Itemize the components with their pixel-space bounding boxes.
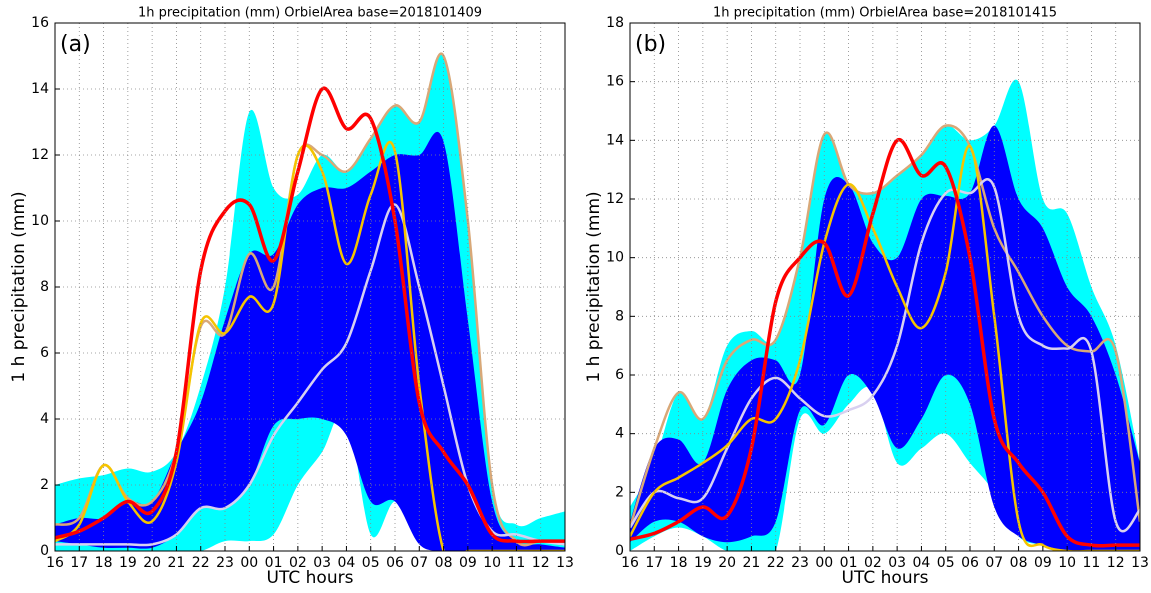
- x-tick-label: 03: [313, 555, 331, 571]
- x-tick-label: 21: [168, 555, 186, 571]
- x-tick-label: 13: [556, 555, 574, 571]
- x-tick-label: 16: [46, 555, 64, 571]
- x-tick-label: 19: [694, 555, 712, 571]
- y-axis-label: 1 h precipitation (mm): [9, 191, 29, 382]
- y-tick-label: 14: [606, 132, 624, 148]
- x-tick-label: 17: [70, 555, 88, 571]
- y-tick-label: 12: [606, 191, 624, 207]
- x-tick-label: 06: [386, 555, 404, 571]
- chart-title: 1h precipitation (mm) OrbielArea base=20…: [713, 6, 1057, 21]
- x-tick-label: 03: [888, 555, 906, 571]
- x-tick-label: 22: [192, 555, 210, 571]
- x-tick-label: 18: [95, 555, 113, 571]
- annotation: (a): [60, 32, 91, 57]
- x-tick-label: 02: [864, 555, 882, 571]
- x-tick-label: 07: [410, 555, 428, 571]
- x-tick-label: 07: [985, 555, 1003, 571]
- plot-frame: [54, 22, 566, 552]
- x-tick-label: 04: [913, 555, 931, 571]
- x-tick-label: 01: [265, 555, 283, 571]
- y-tick-label: 0: [615, 543, 624, 559]
- x-tick-label: 08: [435, 555, 453, 571]
- y-tick-label: 18: [606, 15, 624, 31]
- x-tick-label: 21: [743, 555, 761, 571]
- x-tick-label: 22: [767, 555, 785, 571]
- x-tick-label: 06: [961, 555, 979, 571]
- plot-frame: [629, 22, 1141, 552]
- x-tick-label: 08: [1010, 555, 1028, 571]
- x-tick-label: 05: [362, 555, 380, 571]
- x-tick-label: 20: [143, 555, 161, 571]
- x-axis-label: UTC hours: [842, 568, 929, 588]
- y-tick-label: 6: [615, 367, 624, 383]
- y-axis-label: 1 h precipitation (mm): [584, 191, 604, 382]
- x-tick-label: 09: [1034, 555, 1052, 571]
- x-tick-label: 17: [645, 555, 663, 571]
- x-tick-label: 13: [1131, 555, 1149, 571]
- y-tick-label: 4: [615, 426, 624, 442]
- x-tick-label: 16: [621, 555, 639, 571]
- x-tick-label: 18: [670, 555, 688, 571]
- x-tick-label: 11: [1083, 555, 1101, 571]
- y-tick-label: 6: [40, 345, 49, 361]
- x-tick-label: 20: [718, 555, 736, 571]
- line: [55, 86, 565, 544]
- annotation: (b): [635, 32, 666, 57]
- x-tick-label: 12: [1107, 555, 1125, 571]
- line: [630, 124, 1140, 528]
- chart-title: 1h precipitation (mm) OrbielArea base=20…: [138, 6, 482, 21]
- x-tick-label: 23: [216, 555, 234, 571]
- x-tick-label: 00: [815, 555, 833, 571]
- y-tick-label: 16: [606, 74, 624, 90]
- x-tick-label: 00: [240, 555, 258, 571]
- line: [630, 178, 1140, 533]
- x-axis-label: UTC hours: [267, 568, 354, 588]
- line: [55, 141, 565, 551]
- x-tick-label: 23: [791, 555, 809, 571]
- line: [630, 138, 1140, 548]
- x-tick-label: 10: [483, 555, 501, 571]
- y-tick-label: 8: [40, 279, 49, 295]
- band: [630, 125, 1140, 551]
- line: [55, 52, 565, 547]
- x-tick-label: 05: [937, 555, 955, 571]
- x-tick-label: 10: [1058, 555, 1076, 571]
- x-tick-label: 11: [508, 555, 526, 571]
- y-tick-label: 14: [31, 81, 49, 97]
- y-tick-label: 4: [40, 411, 49, 427]
- y-tick-label: 0: [40, 543, 49, 559]
- x-tick-label: 04: [338, 555, 356, 571]
- x-tick-label: 01: [840, 555, 858, 571]
- x-tick-label: 19: [119, 555, 137, 571]
- y-tick-label: 16: [31, 15, 49, 31]
- y-tick-label: 10: [31, 213, 49, 229]
- line: [630, 144, 1140, 551]
- x-tick-label: 09: [459, 555, 477, 571]
- x-tick-label: 02: [289, 555, 307, 571]
- y-tick-label: 2: [615, 484, 624, 500]
- y-tick-label: 8: [615, 308, 624, 324]
- y-tick-label: 10: [606, 250, 624, 266]
- x-tick-label: 12: [532, 555, 550, 571]
- y-tick-label: 12: [31, 147, 49, 163]
- y-tick-label: 2: [40, 477, 49, 493]
